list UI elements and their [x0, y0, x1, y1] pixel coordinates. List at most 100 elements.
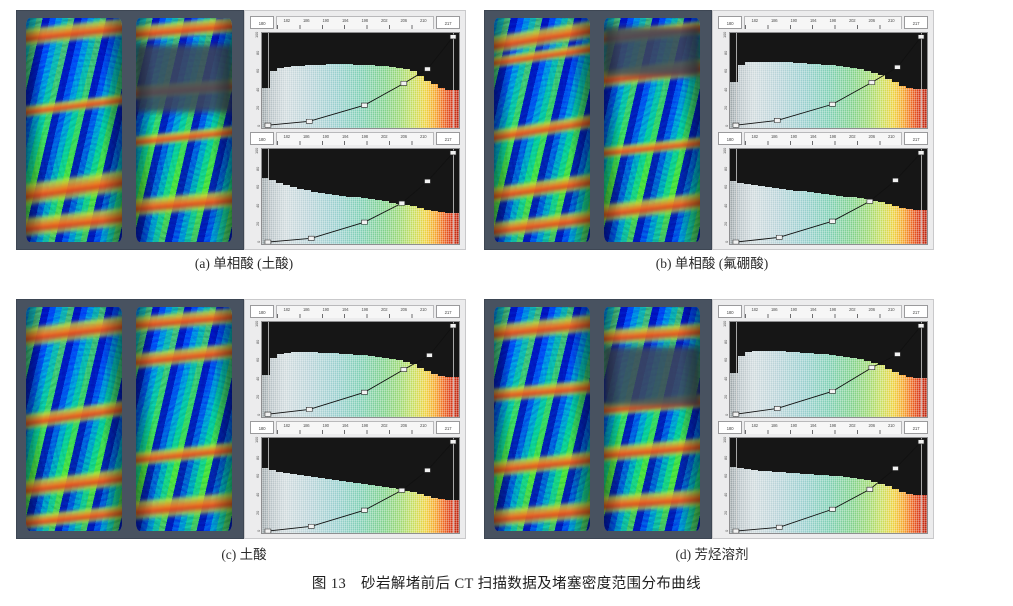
ct-core-shading	[26, 18, 122, 242]
histogram-plot[interactable]	[261, 32, 460, 129]
plot-wrapper: 100 80 60 40 20 0	[250, 32, 460, 129]
histogram-bar-gap	[290, 438, 298, 475]
plot-wrapper: 100 80 60 40 20 0	[250, 437, 460, 534]
range-min-box[interactable]: 180	[250, 16, 274, 29]
density-ruler[interactable]: 182 186 190 194 198 202 206 210	[744, 305, 902, 318]
right-marker-line[interactable]	[453, 322, 455, 417]
range-max-box[interactable]: 217	[904, 16, 928, 29]
histogram-bar-gap	[905, 322, 914, 378]
ruler-tick: 198	[829, 307, 837, 312]
histogram-bar-gap	[311, 438, 319, 477]
histogram-bar-gap	[374, 33, 383, 67]
left-marker-line[interactable]	[735, 438, 737, 533]
y-axis-tick: 80	[722, 167, 728, 172]
right-marker-line[interactable]	[453, 438, 455, 533]
range-min-box[interactable]: 180	[250, 305, 274, 318]
ruler-tick: 210	[888, 18, 895, 23]
range-min-box[interactable]: 180	[718, 421, 742, 434]
ruler-tick: 210	[888, 307, 895, 312]
left-marker-line[interactable]	[735, 33, 737, 128]
density-distribution-widget[interactable]: 180 182 186 190 194 198 202 206 210 217 100 80 60 40 2…	[712, 10, 934, 250]
histogram-bar-gap	[304, 149, 312, 190]
density-ruler[interactable]: 182 186 190 194 198 202 206 210	[276, 16, 434, 29]
histogram-panel: 180 182 186 190 194 198 202 206 210 217 100 80 60 40 2…	[718, 15, 928, 129]
histogram-bar-gap	[758, 149, 766, 187]
right-marker-line[interactable]	[921, 322, 923, 417]
histogram-bar-gap	[416, 322, 425, 368]
histogram-bar-gap	[318, 149, 326, 193]
histogram-bar-gap	[891, 33, 900, 83]
histogram-bar-gap	[737, 438, 745, 469]
panel-body: 180 182 186 190 194 198 202 206 210 217 100 80 60 40 2…	[16, 10, 466, 250]
ruler-tick: 206	[400, 134, 408, 139]
range-max-box[interactable]: 217	[436, 16, 460, 29]
range-min-box[interactable]: 180	[250, 132, 274, 145]
histogram-bar-gap	[290, 149, 298, 187]
histogram-bar-gap	[793, 322, 801, 353]
density-distribution-widget[interactable]: 180 182 186 190 194 198 202 206 210 217 100 80 60 40 2…	[712, 299, 934, 539]
range-max-box[interactable]: 217	[904, 305, 928, 318]
left-marker-line[interactable]	[267, 322, 269, 417]
histogram-bar-gap	[905, 33, 914, 89]
range-max-box[interactable]: 217	[904, 421, 928, 434]
subcaption-b: (b) 单相酸 (氟硼酸)	[655, 256, 769, 271]
right-marker-line[interactable]	[453, 33, 455, 128]
cumulative-curve	[262, 438, 459, 533]
y-axis-tick: 60	[722, 358, 728, 363]
ruler-tick: 190	[322, 134, 330, 139]
right-marker-line[interactable]	[921, 149, 923, 244]
histogram-bar-gap	[346, 438, 354, 482]
right-marker-line[interactable]	[921, 33, 923, 128]
cumulative-curve	[730, 149, 927, 244]
range-max-box[interactable]: 217	[436, 421, 460, 434]
left-marker-line[interactable]	[267, 438, 269, 533]
histogram-plot[interactable]	[261, 321, 460, 418]
figure-panel-d: 180 182 186 190 194 198 202 206 210 217 100 80 60 40 2…	[484, 299, 934, 539]
histogram-bar-gap	[863, 322, 872, 361]
histogram-plot[interactable]	[729, 437, 928, 534]
density-ruler[interactable]: 182 186 190 194 198 202 206 210	[276, 421, 434, 434]
range-max-box[interactable]: 217	[436, 132, 460, 145]
range-max-box[interactable]: 217	[436, 305, 460, 318]
histogram-bar-gap	[451, 149, 459, 213]
histogram-plot[interactable]	[261, 148, 460, 245]
plot-wrapper: 100 80 60 40 20 0	[718, 321, 928, 418]
range-max-box[interactable]: 217	[904, 132, 928, 145]
left-marker-line[interactable]	[267, 33, 269, 128]
density-distribution-widget[interactable]: 180 182 186 190 194 198 202 206 210 217 100 80 60 40 2…	[244, 299, 466, 539]
histogram-bar-gap	[416, 438, 425, 495]
left-marker-line[interactable]	[735, 149, 737, 244]
histogram-plot[interactable]	[729, 321, 928, 418]
range-min-box[interactable]: 180	[250, 421, 274, 434]
histogram-bar-gap	[807, 33, 815, 65]
histogram-bar-gap	[744, 322, 752, 353]
density-ruler[interactable]: 182 186 190 194 198 202 206 210	[744, 16, 902, 29]
right-marker-line[interactable]	[453, 149, 455, 244]
histogram-plot[interactable]	[261, 437, 460, 534]
panel-body: 180 182 186 190 194 198 202 206 210 217 100 80 60 40 2…	[484, 299, 934, 539]
histogram-bar-gap	[751, 438, 759, 471]
figure-panel-a: 180 182 186 190 194 198 202 206 210 217 100 80 60 40 2…	[16, 10, 466, 250]
histogram-bar-gap	[374, 438, 383, 486]
density-ruler[interactable]: 182 186 190 194 198 202 206 210	[744, 421, 902, 434]
density-ruler[interactable]: 182 186 190 194 198 202 206 210	[744, 132, 902, 145]
range-min-box[interactable]: 180	[718, 132, 742, 145]
histogram-plot[interactable]	[729, 32, 928, 129]
y-axis-tick: 100	[253, 147, 259, 155]
range-min-box[interactable]: 180	[718, 16, 742, 29]
density-ruler[interactable]: 182 186 190 194 198 202 206 210	[276, 305, 434, 318]
histogram-bar-gap	[772, 438, 780, 473]
histogram-bar-gap	[283, 322, 291, 354]
density-ruler[interactable]: 182 186 190 194 198 202 206 210	[276, 132, 434, 145]
range-min-box[interactable]: 180	[718, 305, 742, 318]
histogram-bars	[262, 438, 459, 533]
left-marker-line[interactable]	[267, 149, 269, 244]
histogram-plot[interactable]	[729, 148, 928, 245]
y-axis-tick: 40	[722, 492, 728, 497]
histogram-bar-gap	[828, 149, 837, 195]
histogram-bar-gap	[262, 438, 270, 469]
histogram-bar-gap	[367, 438, 376, 485]
right-marker-line[interactable]	[921, 438, 923, 533]
left-marker-line[interactable]	[735, 322, 737, 417]
density-distribution-widget[interactable]: 180 182 186 190 194 198 202 206 210 217 100 80 60 40 2…	[244, 10, 466, 250]
